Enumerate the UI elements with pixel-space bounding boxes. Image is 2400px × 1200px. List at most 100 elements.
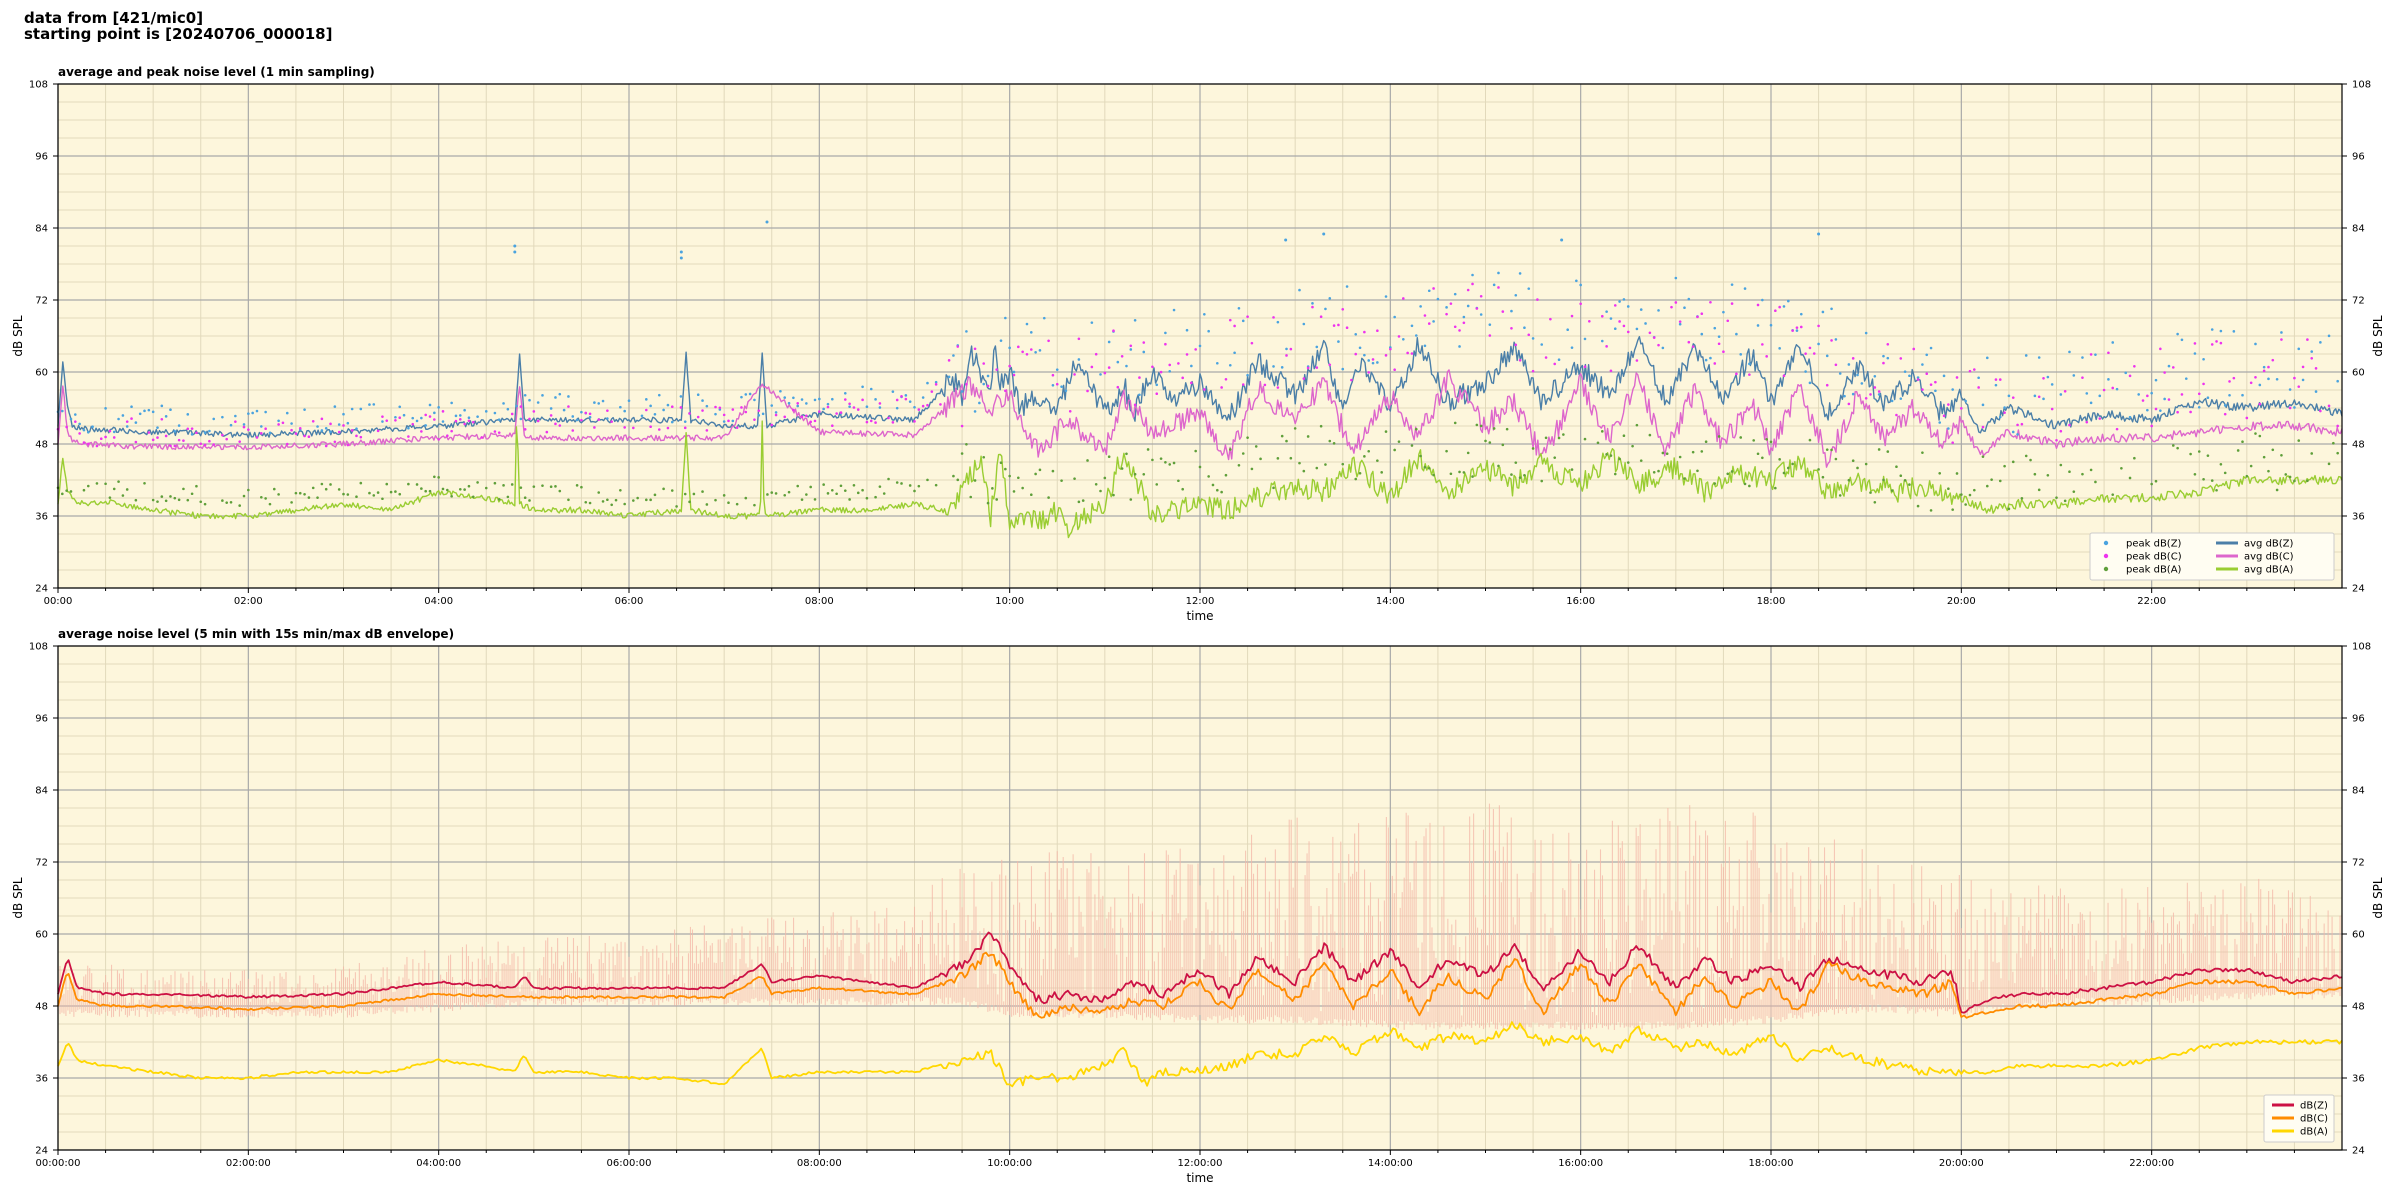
peak-point bbox=[1432, 473, 1435, 477]
peak-point bbox=[1899, 474, 1903, 478]
peak-point bbox=[796, 401, 800, 405]
peak-point bbox=[1103, 371, 1107, 375]
peak-point bbox=[623, 409, 626, 413]
peak-point bbox=[337, 488, 341, 491]
starting-point-label: starting point is [20240706_000018] bbox=[24, 25, 333, 43]
peak-point bbox=[1073, 477, 1076, 480]
peak-point bbox=[1717, 335, 1721, 338]
peak-point bbox=[1743, 482, 1747, 486]
peak-point bbox=[424, 489, 427, 493]
peak-point bbox=[701, 490, 704, 493]
peak-point bbox=[1376, 329, 1379, 333]
peak-point bbox=[623, 502, 626, 506]
peak-point bbox=[342, 492, 345, 496]
peak-point bbox=[381, 497, 384, 501]
peak-point bbox=[813, 398, 817, 402]
peak-point bbox=[2089, 353, 2093, 356]
peak-point bbox=[649, 498, 652, 502]
peak-point bbox=[1877, 390, 1881, 393]
peak-point bbox=[1358, 346, 1362, 350]
peak-point bbox=[891, 421, 895, 424]
peak-point bbox=[1942, 374, 1946, 378]
peak-point bbox=[1324, 463, 1327, 466]
peak-point bbox=[779, 389, 782, 393]
peak-point bbox=[1466, 451, 1470, 455]
peak-point bbox=[428, 403, 432, 407]
peak-point bbox=[878, 406, 882, 409]
peak-point bbox=[350, 407, 354, 411]
peak-point bbox=[1838, 372, 1842, 375]
peak-point bbox=[1886, 356, 1890, 360]
peak-point bbox=[1384, 354, 1388, 357]
peak-point bbox=[398, 492, 402, 496]
peak-point bbox=[2193, 342, 2197, 345]
peak-point bbox=[982, 382, 986, 386]
peak-point bbox=[679, 406, 683, 409]
peak-point bbox=[74, 420, 77, 423]
peak-point bbox=[467, 484, 471, 488]
peak-point bbox=[584, 411, 588, 415]
peak-point bbox=[1142, 472, 1146, 476]
peak-point bbox=[238, 440, 241, 443]
peak-point bbox=[255, 436, 259, 439]
peak-point bbox=[424, 413, 427, 417]
peak-point bbox=[78, 422, 81, 426]
ytick-label-left: 84 bbox=[35, 786, 48, 797]
xtick-label: 22:00 bbox=[2137, 596, 2166, 607]
ytick-label-right: 108 bbox=[2352, 80, 2371, 91]
peak-point bbox=[2089, 468, 2093, 472]
peak-point bbox=[796, 404, 800, 408]
peak-point bbox=[1224, 377, 1228, 381]
peak-point bbox=[1038, 349, 1042, 352]
peak-point bbox=[1838, 494, 1842, 497]
peak-point bbox=[458, 414, 462, 417]
peak-point bbox=[1276, 320, 1280, 324]
peak-point bbox=[523, 393, 527, 397]
peak-point bbox=[467, 416, 471, 420]
peak-point bbox=[1981, 403, 1985, 407]
peak-point bbox=[1973, 368, 1976, 371]
peak-point bbox=[1947, 403, 1950, 406]
peak-point bbox=[1492, 283, 1496, 287]
peak-point bbox=[818, 397, 821, 401]
peak-point bbox=[649, 425, 652, 428]
peak-point bbox=[2063, 499, 2067, 503]
peak-point bbox=[934, 380, 938, 384]
peak-point bbox=[1916, 376, 1920, 379]
peak-point bbox=[1929, 383, 1933, 386]
peak-point bbox=[826, 402, 830, 406]
peak-point bbox=[316, 496, 319, 499]
peak-point bbox=[433, 475, 436, 479]
peak-point bbox=[2081, 356, 2084, 359]
peak-point bbox=[921, 404, 925, 408]
peak-point bbox=[1488, 441, 1492, 444]
peak-point bbox=[2128, 374, 2132, 378]
peak-point bbox=[549, 414, 553, 417]
peak-point bbox=[1497, 464, 1500, 468]
peak-point bbox=[1557, 436, 1561, 440]
peak-point bbox=[1371, 361, 1375, 365]
peak-point bbox=[1717, 435, 1721, 438]
peak-point bbox=[805, 414, 808, 418]
peak-point bbox=[2115, 427, 2119, 431]
ytick-label-right: 60 bbox=[2352, 930, 2365, 941]
peak-point bbox=[1691, 450, 1695, 454]
peak-point bbox=[1276, 386, 1280, 389]
peak-point bbox=[497, 431, 501, 434]
peak-point bbox=[221, 415, 224, 419]
peak-point bbox=[1691, 345, 1695, 348]
peak-point bbox=[212, 443, 216, 446]
peak-point bbox=[1717, 342, 1721, 346]
data-layer bbox=[56, 220, 2343, 539]
peak-point bbox=[2072, 374, 2076, 377]
peak-point bbox=[2042, 376, 2045, 380]
peak-point bbox=[1626, 461, 1630, 464]
peak-point bbox=[528, 398, 531, 402]
peak-point bbox=[1190, 364, 1193, 368]
peak-point bbox=[1856, 373, 1859, 377]
peak-point bbox=[2197, 450, 2201, 453]
peak-point bbox=[515, 404, 518, 408]
peak-point bbox=[95, 482, 99, 485]
peak-point bbox=[2081, 472, 2084, 476]
peak-point bbox=[848, 498, 851, 501]
